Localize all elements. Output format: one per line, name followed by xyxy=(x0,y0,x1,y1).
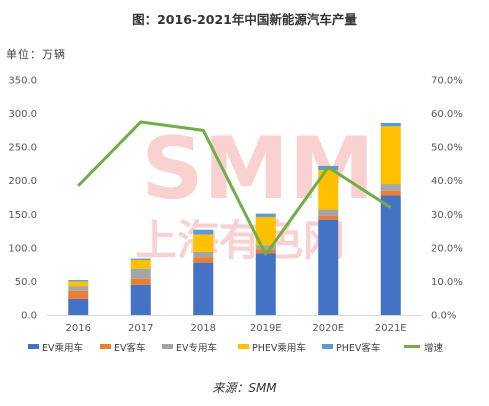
watermark-sub: 上海有色网 xyxy=(135,216,345,265)
x-tick-label: 2018 xyxy=(191,323,216,334)
bar-segment xyxy=(380,195,401,315)
bar-segment xyxy=(68,280,89,282)
bar-segment xyxy=(193,251,214,258)
bar-segment xyxy=(380,184,401,191)
growth-line-path xyxy=(77,120,392,257)
source-note: 来源：SMM xyxy=(212,381,277,395)
y-right-tick-label: 0.0% xyxy=(431,311,456,322)
x-tick-label: 2021E xyxy=(375,323,407,334)
y-right-tick-label: 70.0% xyxy=(431,76,463,87)
watermark-main: SMM xyxy=(141,119,374,219)
y-left-tick-label: 100.0 xyxy=(8,243,37,254)
legend-label: PHEV客车 xyxy=(336,342,380,354)
legend-label: EV专用车 xyxy=(176,342,217,354)
bar-segment xyxy=(68,298,89,315)
y-right-tick-label: 10.0% xyxy=(431,277,463,288)
growth-line xyxy=(77,120,392,257)
bar-segment xyxy=(255,245,276,250)
bar-segment xyxy=(68,281,89,287)
legend-swatch xyxy=(238,344,249,349)
bar-segment xyxy=(318,219,339,315)
legend-swatch xyxy=(28,344,39,349)
x-tick-label: 2016 xyxy=(66,323,91,334)
y-left-tick-label: 0.0 xyxy=(21,311,37,322)
bar-segment xyxy=(68,290,89,299)
legend: EV乘用车 EV客车 EV专用车 PHEV乘用车 PHEV客车 增速 xyxy=(28,342,444,354)
bar-segment xyxy=(193,262,214,315)
y-right-tick-label: 20.0% xyxy=(431,243,463,254)
legend-swatch xyxy=(322,344,333,349)
axes: 0.0 50.0 100.0 150.0 200.0 250.0 300.0 350.0 0.0… xyxy=(8,76,462,335)
y-left-tick-label: 300.0 xyxy=(8,109,37,120)
y-right-tick-label: 40.0% xyxy=(431,176,463,187)
bar-segment xyxy=(130,259,151,269)
bar-segment xyxy=(193,234,214,252)
bar-segment xyxy=(130,284,151,315)
bar-segment xyxy=(380,126,401,185)
chart-title: 图：2016-2021年中国新能源汽车产量 xyxy=(132,12,357,27)
legend-label: PHEV乘用车 xyxy=(252,342,306,354)
unit-label: 单位：万辆 xyxy=(6,48,66,61)
legend-swatch xyxy=(100,344,111,349)
bar-segment xyxy=(255,213,276,217)
legend-label: EV客车 xyxy=(114,342,146,354)
bar-segment xyxy=(130,258,151,260)
bar-segment xyxy=(193,257,214,263)
legend-swatch xyxy=(162,344,173,349)
bar-segment xyxy=(255,216,276,246)
bar-segment xyxy=(68,286,89,291)
y-left-tick-label: 350.0 xyxy=(8,76,37,87)
y-left-tick-label: 250.0 xyxy=(8,143,37,154)
y-right-tick-label: 50.0% xyxy=(431,143,463,154)
bar-segment xyxy=(318,215,339,220)
legend-label: 增速 xyxy=(424,342,444,354)
y-right-tick-label: 30.0% xyxy=(431,210,463,221)
bar-segment xyxy=(130,278,151,285)
bar-segment xyxy=(130,268,151,279)
y-left-tick-label: 200.0 xyxy=(8,176,37,187)
bar-segment xyxy=(255,253,276,315)
bar-segment xyxy=(193,229,214,235)
y-left-tick-label: 50.0 xyxy=(15,277,37,288)
y-left-tick-label: 150.0 xyxy=(8,210,37,221)
x-tick-label: 2019E xyxy=(250,323,282,334)
x-tick-label: 2017 xyxy=(128,323,153,334)
bar-segment xyxy=(255,249,276,254)
bar-segment xyxy=(318,169,339,210)
y-right-tick-label: 60.0% xyxy=(431,109,463,120)
bar-segment xyxy=(380,122,401,127)
bar-segment xyxy=(380,190,401,196)
bar-segment xyxy=(318,209,339,216)
legend-label: EV乘用车 xyxy=(42,342,83,354)
x-tick-label: 2020E xyxy=(312,323,344,334)
